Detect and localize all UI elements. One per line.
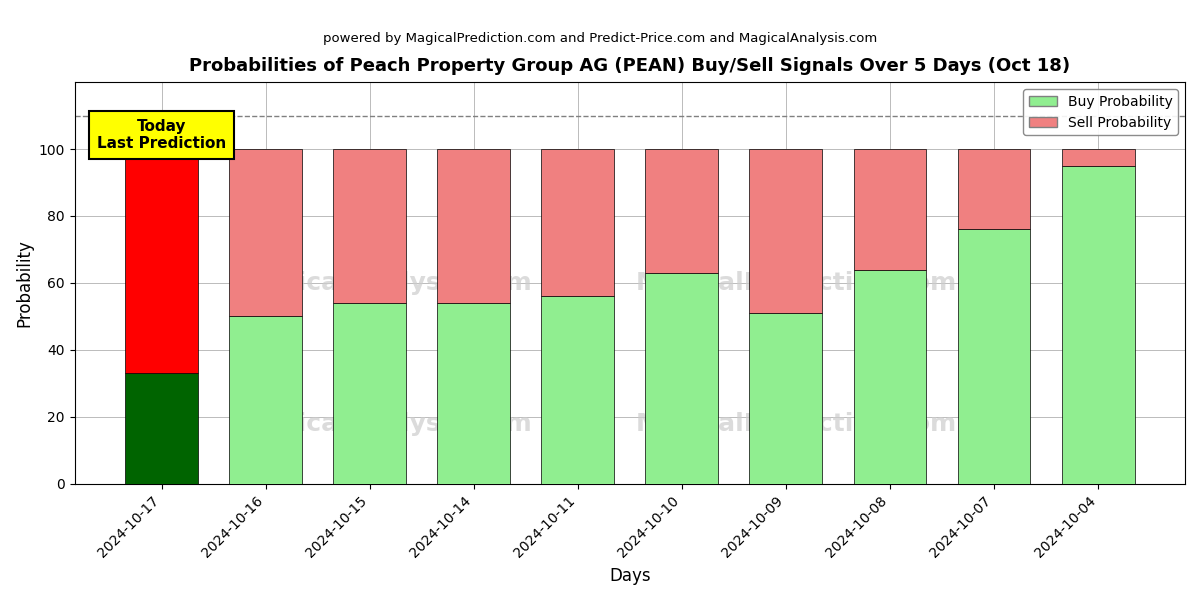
Bar: [125, 149, 198, 373]
Bar: [853, 269, 926, 484]
Bar: [958, 149, 1031, 229]
Bar: [646, 149, 719, 273]
Bar: [229, 316, 302, 484]
Bar: [750, 149, 822, 313]
Bar: [646, 273, 719, 484]
Text: powered by MagicalPrediction.com and Predict-Price.com and MagicalAnalysis.com: powered by MagicalPrediction.com and Pre…: [323, 32, 877, 45]
Bar: [541, 296, 614, 484]
Text: MagicalPrediction.com: MagicalPrediction.com: [636, 271, 958, 295]
Bar: [958, 229, 1031, 484]
Bar: [437, 303, 510, 484]
Legend: Buy Probability, Sell Probability: Buy Probability, Sell Probability: [1024, 89, 1178, 135]
Y-axis label: Probability: Probability: [16, 239, 34, 327]
Text: Today
Last Prediction: Today Last Prediction: [97, 119, 226, 151]
Text: MagicalPrediction.com: MagicalPrediction.com: [636, 412, 958, 436]
X-axis label: Days: Days: [610, 567, 650, 585]
Bar: [1062, 149, 1134, 166]
Bar: [125, 373, 198, 484]
Bar: [1062, 166, 1134, 484]
Bar: [229, 149, 302, 316]
Bar: [437, 149, 510, 303]
Text: MagicalAnalysis.com: MagicalAnalysis.com: [239, 271, 533, 295]
Title: Probabilities of Peach Property Group AG (PEAN) Buy/Sell Signals Over 5 Days (Oc: Probabilities of Peach Property Group AG…: [190, 57, 1070, 75]
Bar: [750, 313, 822, 484]
Text: MagicalAnalysis.com: MagicalAnalysis.com: [239, 412, 533, 436]
Bar: [541, 149, 614, 296]
Bar: [334, 303, 406, 484]
Bar: [334, 149, 406, 303]
Bar: [853, 149, 926, 269]
